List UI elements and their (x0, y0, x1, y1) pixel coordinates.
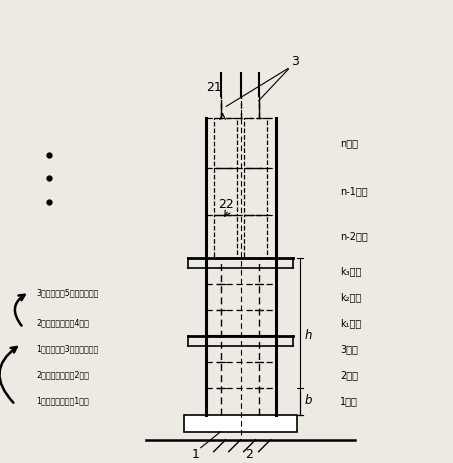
Text: 2: 2 (245, 448, 253, 461)
Text: n号段: n号段 (340, 138, 358, 148)
Bar (244, 118, 266, 168)
Text: 3: 3 (292, 56, 299, 69)
Text: k₁号段: k₁号段 (340, 318, 361, 328)
Text: 1号模板立模施工1号段: 1号模板立模施工1号段 (36, 396, 89, 405)
Text: 3号段: 3号段 (340, 344, 358, 354)
Text: n-1号段: n-1号段 (340, 186, 368, 196)
Text: 2号段: 2号段 (340, 370, 358, 380)
Bar (214, 168, 236, 215)
Bar (244, 215, 266, 258)
Bar (214, 118, 236, 168)
Text: h: h (304, 329, 312, 342)
Bar (214, 215, 236, 258)
Text: b: b (304, 394, 312, 407)
Bar (184, 415, 298, 432)
Text: k₃号段: k₃号段 (340, 266, 361, 276)
Text: 22: 22 (218, 198, 234, 211)
Text: 1号模板翻至3号段羻模施工: 1号模板翻至3号段羻模施工 (36, 344, 98, 353)
Text: 2号模板翻模施工4号段: 2号模板翻模施工4号段 (36, 318, 89, 327)
Text: n-2号段: n-2号段 (340, 231, 368, 241)
Bar (244, 168, 266, 215)
Text: 2号模板立模施工2号段: 2号模板立模施工2号段 (36, 370, 89, 379)
Text: 3号模板翻至5号段羻模施工: 3号模板翻至5号段羻模施工 (36, 288, 99, 297)
Text: k₂号段: k₂号段 (340, 292, 361, 302)
Text: 1: 1 (192, 448, 200, 461)
Text: 21: 21 (206, 81, 222, 94)
Text: 1号段: 1号段 (340, 396, 358, 406)
